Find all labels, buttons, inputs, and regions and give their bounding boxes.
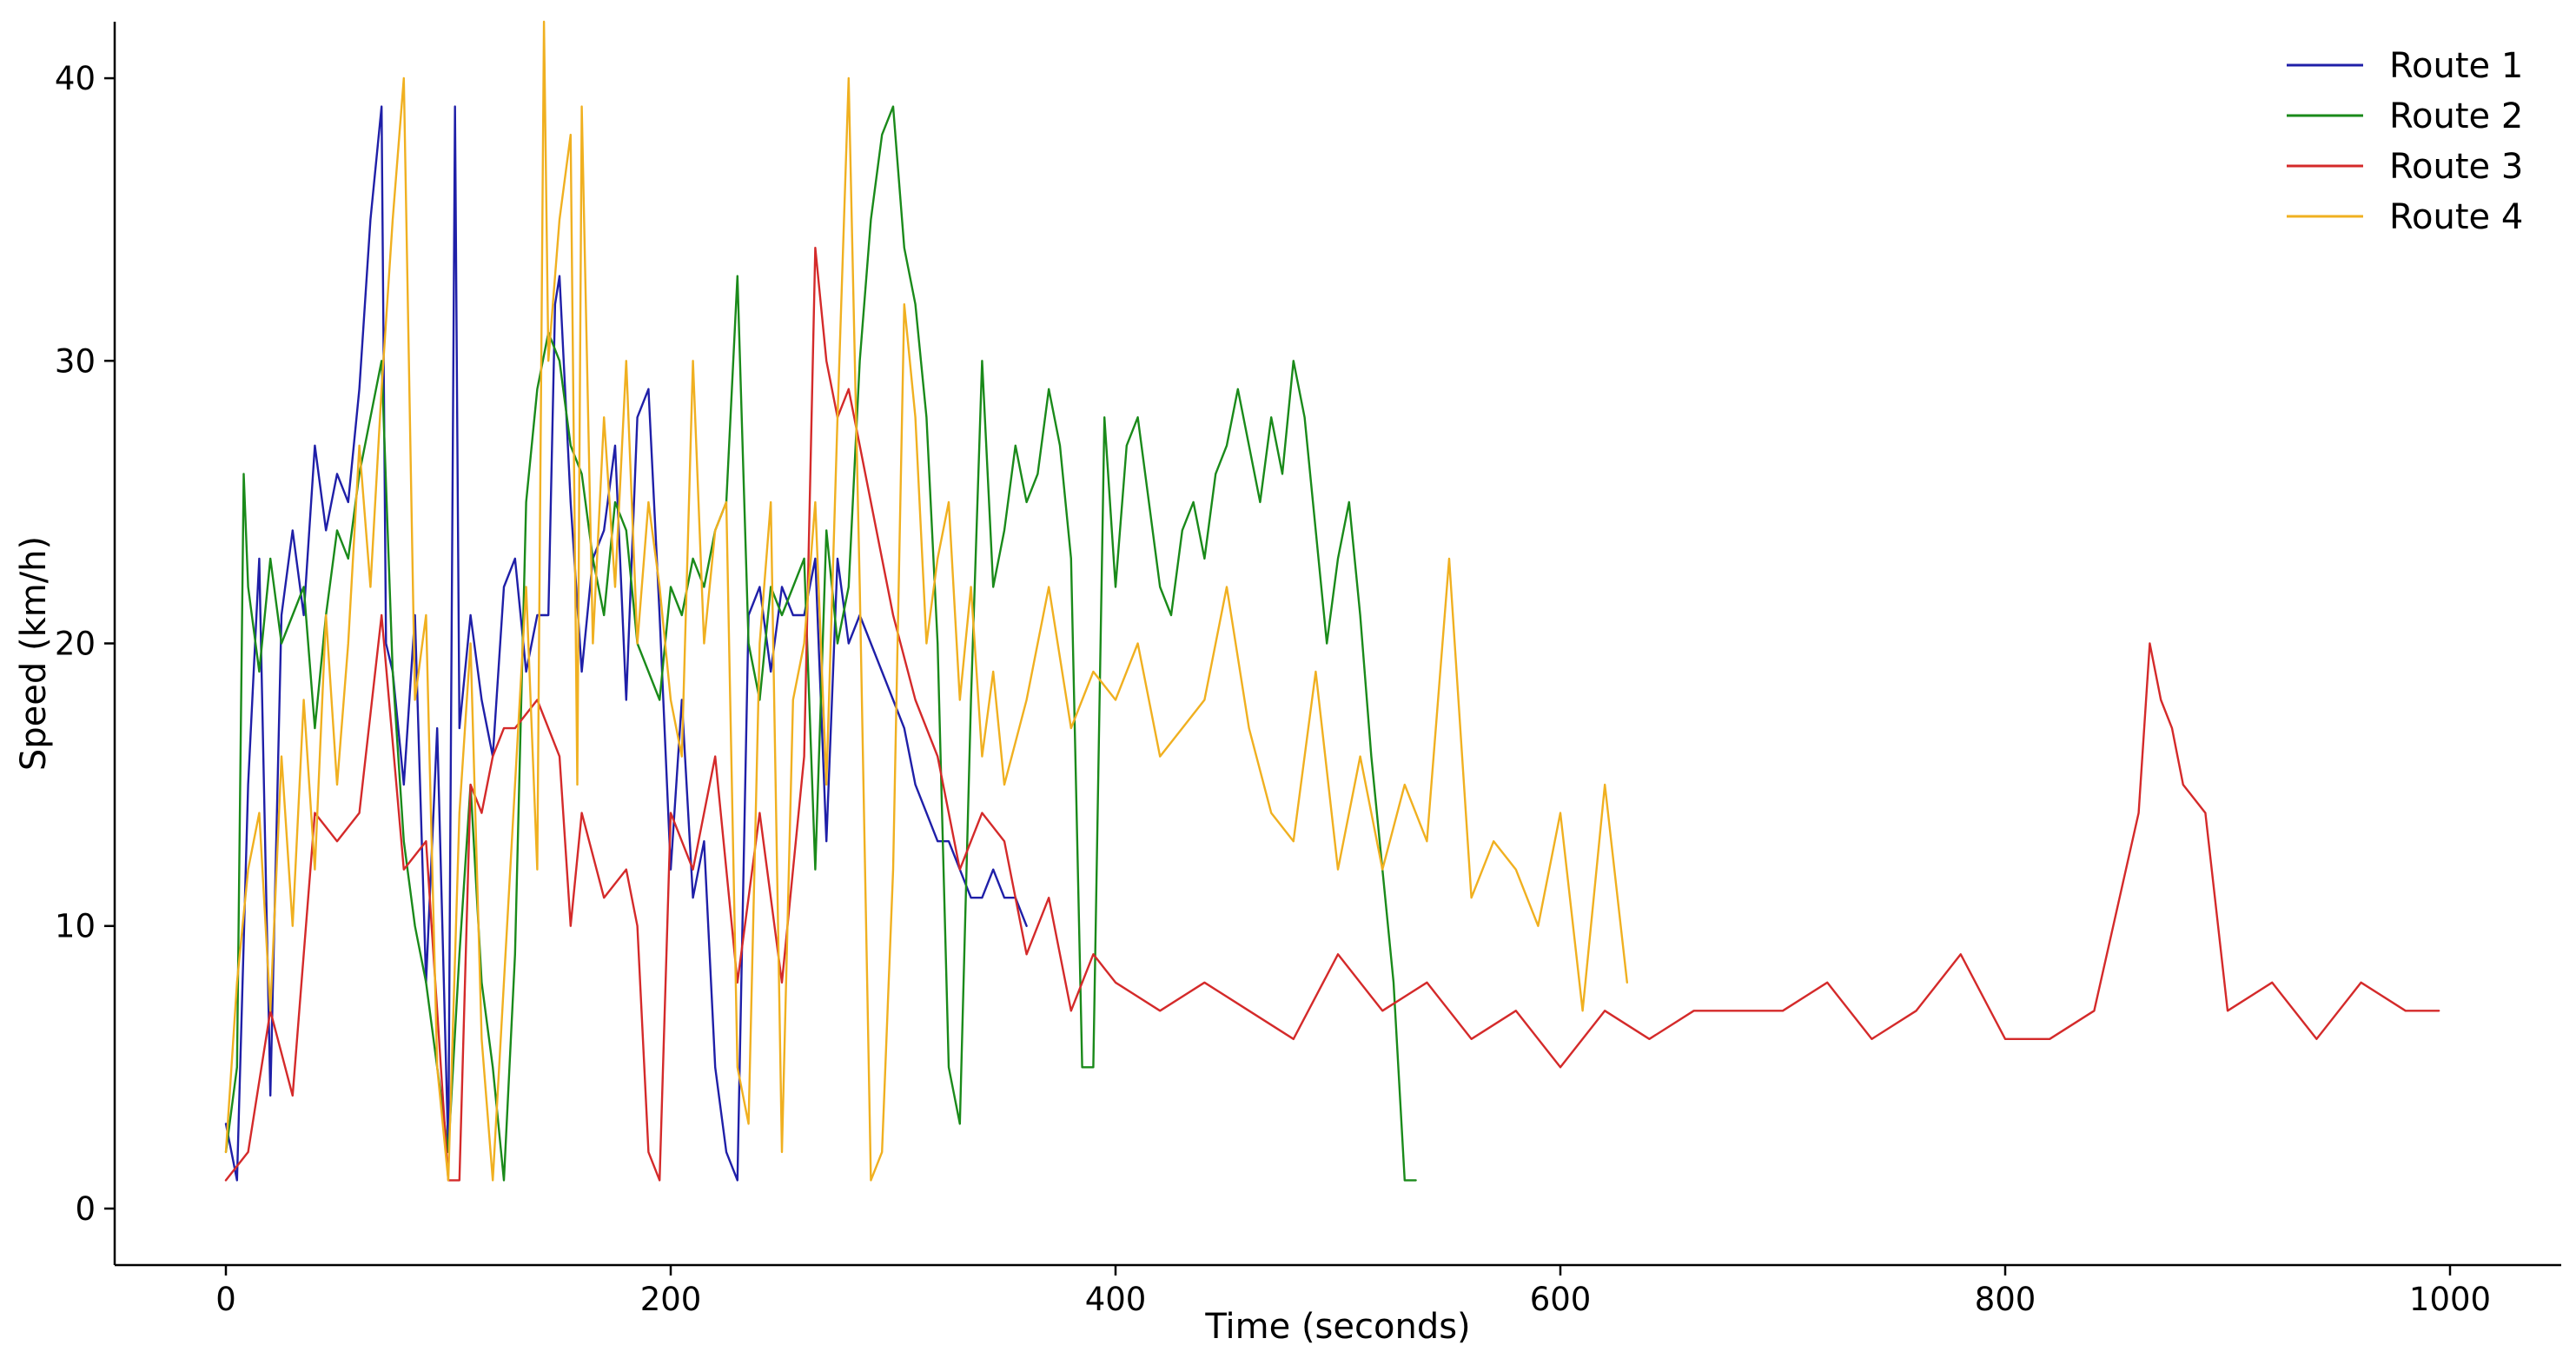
legend-label-route-2: Route 2	[2389, 96, 2523, 136]
x-tick-label: 400	[1085, 1281, 1147, 1318]
x-axis-ticks: 0 200 400 600 800 1000	[215, 1265, 2491, 1318]
x-tick-label: 1000	[2409, 1281, 2491, 1318]
x-tick-label: 800	[1975, 1281, 2036, 1318]
series-line-route-1	[224, 105, 1028, 1182]
x-tick-label: 200	[640, 1281, 702, 1318]
x-axis-title: Time (seconds)	[1204, 1307, 1470, 1347]
legend-label-route-4: Route 4	[2389, 197, 2523, 237]
y-tick-label: 30	[55, 342, 96, 380]
y-tick-label: 40	[55, 60, 96, 97]
y-tick-label: 0	[75, 1190, 96, 1228]
y-tick-label: 10	[55, 908, 96, 945]
series-line-route-4	[224, 20, 1629, 1182]
legend: Route 1 Route 2 Route 3 Route 4	[2287, 46, 2523, 237]
legend-label-route-3: Route 3	[2389, 147, 2523, 187]
x-tick-label: 600	[1530, 1281, 1592, 1318]
y-axis-title: Speed (km/h)	[14, 536, 54, 771]
series-line-route-2	[224, 105, 1417, 1182]
x-tick-label: 0	[215, 1281, 236, 1318]
series-line-route-3	[224, 247, 2440, 1182]
legend-label-route-1: Route 1	[2389, 46, 2523, 86]
y-tick-label: 20	[55, 626, 96, 663]
plot-area	[224, 20, 2440, 1182]
y-axis-ticks: 0 10 20 30 40	[55, 60, 115, 1228]
